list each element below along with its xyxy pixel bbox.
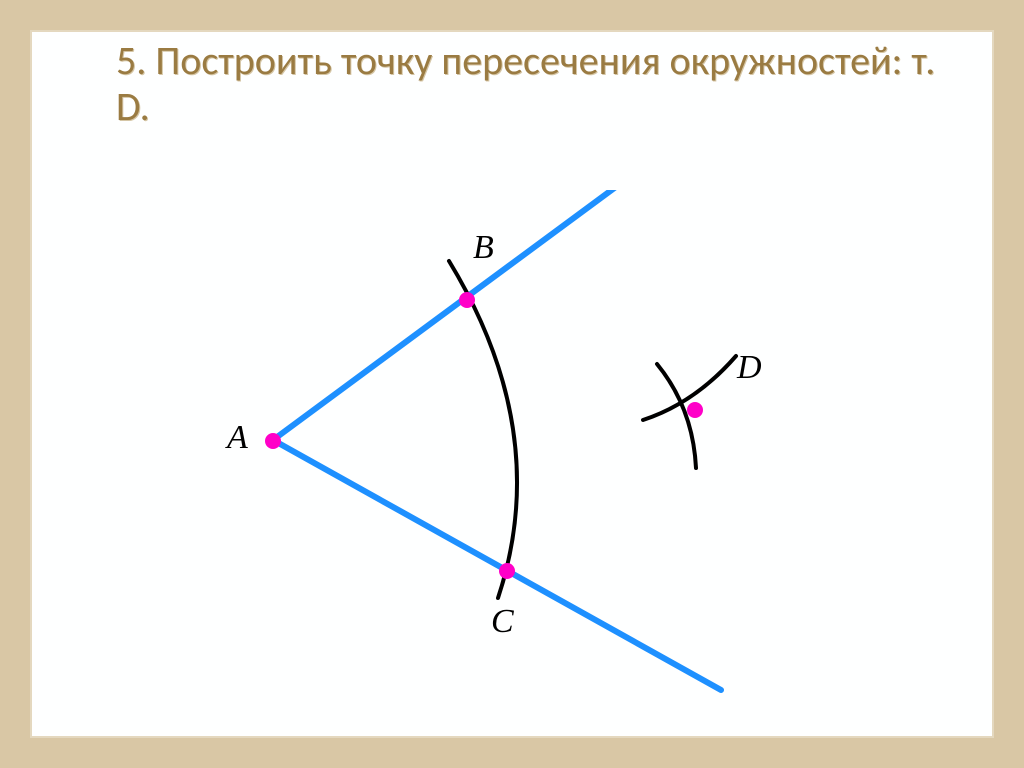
label-a: A	[225, 419, 248, 456]
point-d	[687, 402, 703, 418]
label-b: B	[473, 229, 494, 266]
point-b	[459, 292, 475, 308]
arc-bc	[449, 261, 517, 598]
slide-title: 5. Построить точку пересечения окружност…	[116, 38, 936, 130]
point-c	[499, 563, 515, 579]
label-d: D	[736, 349, 762, 386]
slide: 5. Построить точку пересечения окружност…	[0, 0, 1024, 768]
ray-upper	[273, 190, 655, 440]
ray-lower	[273, 440, 721, 690]
point-a	[265, 433, 281, 449]
label-c: C	[491, 603, 514, 640]
diagram: A B C D	[175, 190, 850, 710]
diagram-svg: A B C D	[175, 190, 850, 710]
